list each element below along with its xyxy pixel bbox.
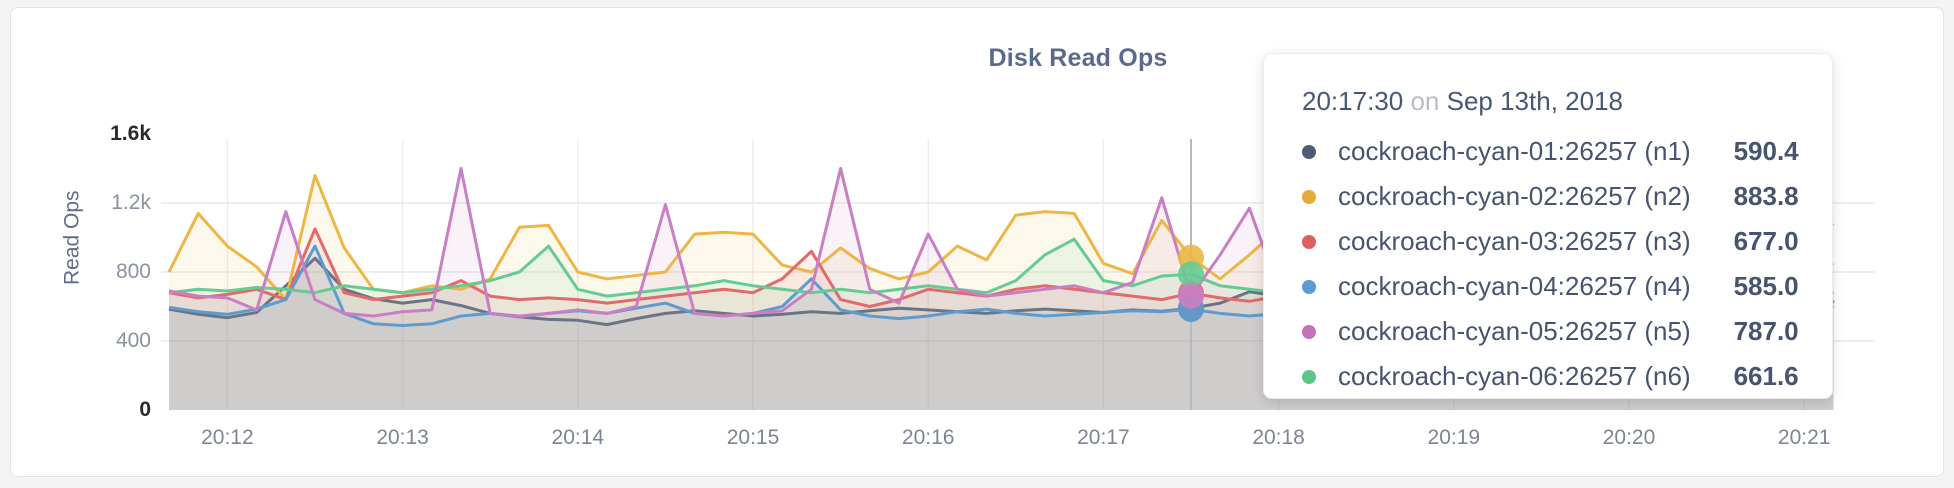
x-tick-label: 20:15 — [726, 426, 780, 449]
chart-card: Disk Read Ops Read Ops 0 400 800 1.2k 1.6k 2… — [10, 7, 1944, 477]
series-label: cockroach-cyan-02:26257 (n2) — [1338, 181, 1691, 211]
y-tick-label: 1.6k — [110, 122, 151, 145]
series-label: cockroach-cyan-03:26257 (n3) — [1338, 226, 1691, 256]
legend-row: cockroach-cyan-04:26257 (n4) 585.0 — [1302, 264, 1799, 309]
series-value: 883.8 — [1733, 181, 1799, 211]
series-dot-n5 — [1302, 324, 1316, 339]
series-dot-n6 — [1302, 369, 1316, 384]
series-value: 590.4 — [1733, 136, 1799, 166]
hover-dot — [1178, 282, 1204, 309]
series-dot-n1 — [1302, 144, 1316, 159]
y-tick-label: 1.2k — [111, 191, 151, 214]
x-tick-label: 20:19 — [1427, 426, 1481, 449]
legend-row: cockroach-cyan-01:26257 (n1) 590.4 — [1302, 129, 1799, 174]
legend-row: cockroach-cyan-03:26257 (n3) 677.0 — [1302, 219, 1799, 264]
x-tick-label: 20:21 — [1777, 426, 1831, 449]
x-tick-label: 20:12 — [201, 426, 254, 449]
series-dot-n4 — [1302, 279, 1316, 294]
series-label: cockroach-cyan-04:26257 (n4) — [1338, 271, 1691, 301]
tooltip-timestamp: 20:17:30 on Sep 13th, 2018 — [1302, 86, 1790, 117]
tooltip-conjunction: on — [1410, 86, 1440, 116]
series-label: cockroach-cyan-06:26257 (n6) — [1338, 361, 1691, 391]
hover-dot — [1178, 261, 1204, 288]
x-tick-label: 20:14 — [551, 426, 605, 449]
tooltip-date: Sep 13th, 2018 — [1446, 86, 1623, 116]
series-value: 585.0 — [1733, 271, 1799, 301]
chart-title: Disk Read Ops — [988, 44, 1168, 72]
x-tick-label: 20:18 — [1252, 426, 1305, 449]
series-label: cockroach-cyan-05:26257 (n5) — [1338, 316, 1691, 346]
legend-row: cockroach-cyan-02:26257 (n2) 883.8 — [1302, 174, 1799, 219]
series-dot-n2 — [1302, 189, 1316, 204]
x-tick-label: 20:16 — [901, 426, 955, 449]
hover-tooltip: 20:17:30 on Sep 13th, 2018 cockroach-cya… — [1263, 53, 1833, 399]
x-tick-label: 20:20 — [1602, 426, 1656, 449]
tooltip-time: 20:17:30 — [1302, 86, 1404, 116]
series-dot-n3 — [1302, 234, 1316, 249]
y-tick-label: 400 — [115, 329, 151, 352]
y-tick-label: 0 — [139, 398, 151, 421]
series-label: cockroach-cyan-01:26257 (n1) — [1338, 136, 1691, 166]
legend-row: cockroach-cyan-05:26257 (n5) 787.0 — [1302, 309, 1799, 354]
series-value: 661.6 — [1733, 361, 1799, 391]
y-tick-label: 800 — [115, 260, 151, 283]
series-value: 787.0 — [1733, 316, 1799, 346]
x-tick-label: 20:17 — [1077, 426, 1130, 449]
x-tick-label: 20:13 — [376, 426, 429, 449]
series-value: 677.0 — [1733, 226, 1799, 256]
legend-row: cockroach-cyan-06:26257 (n6) 661.6 — [1302, 354, 1799, 399]
